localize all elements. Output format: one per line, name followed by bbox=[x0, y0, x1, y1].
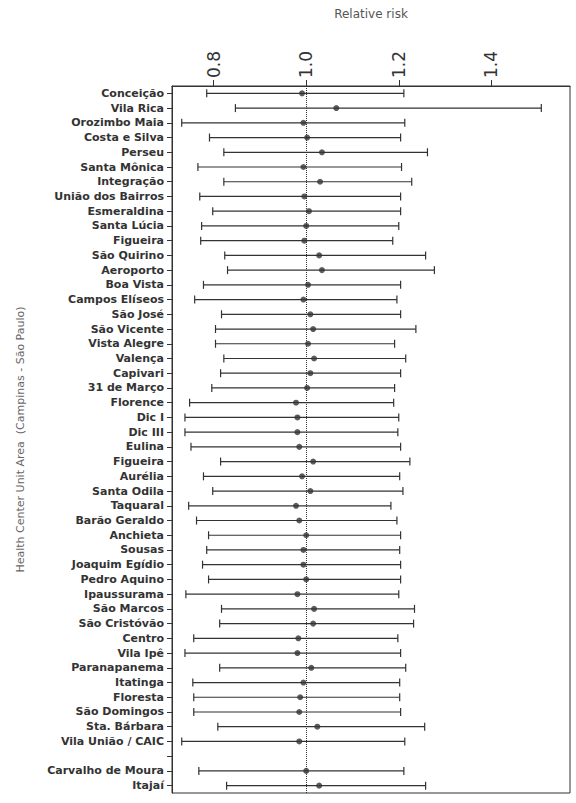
svg-text:Figueira: Figueira bbox=[113, 234, 164, 247]
svg-text:Eulina: Eulina bbox=[126, 440, 164, 453]
svg-text:Vila Rica: Vila Rica bbox=[111, 102, 164, 115]
svg-text:Vila Ipê: Vila Ipê bbox=[117, 647, 164, 660]
svg-text:Dic III: Dic III bbox=[128, 426, 164, 439]
svg-text:Itajaí: Itajaí bbox=[132, 779, 165, 792]
svg-text:Boa Vista: Boa Vista bbox=[105, 278, 164, 291]
svg-text:Taquaral: Taquaral bbox=[111, 499, 164, 512]
svg-text:Sousas: Sousas bbox=[120, 543, 164, 556]
svg-text:Ipaussurama: Ipaussurama bbox=[84, 588, 164, 601]
svg-text:Integração: Integração bbox=[97, 175, 164, 188]
svg-text:São Domingos: São Domingos bbox=[76, 705, 165, 718]
svg-text:São Quirino: São Quirino bbox=[92, 249, 165, 262]
svg-text:Barão Geraldo: Barão Geraldo bbox=[75, 514, 164, 527]
svg-text:Joaquim Egídio: Joaquim Egídio bbox=[71, 558, 165, 571]
svg-text:Santa Odila: Santa Odila bbox=[92, 485, 164, 498]
svg-text:31 de Março: 31 de Março bbox=[88, 381, 165, 394]
svg-text:Capivari: Capivari bbox=[113, 367, 164, 380]
svg-text:Santa Lúcia: Santa Lúcia bbox=[92, 219, 164, 232]
svg-text:São Marcos: São Marcos bbox=[93, 602, 165, 615]
svg-text:Vila União / CAIC: Vila União / CAIC bbox=[61, 735, 164, 748]
svg-text:Floresta: Floresta bbox=[113, 691, 164, 704]
svg-text:Orozimbo Maia: Orozimbo Maia bbox=[71, 116, 164, 129]
svg-text:1.4: 1.4 bbox=[481, 51, 501, 78]
svg-text:Aeroporto: Aeroporto bbox=[101, 264, 164, 277]
svg-text:Campos Elíseos: Campos Elíseos bbox=[68, 293, 164, 306]
svg-text:São Cristóvão: São Cristóvão bbox=[78, 617, 164, 630]
svg-text:São Vicente: São Vicente bbox=[91, 323, 164, 336]
svg-text:Vista Alegre: Vista Alegre bbox=[88, 337, 164, 350]
svg-text:0.8: 0.8 bbox=[204, 51, 224, 78]
svg-text:1.0: 1.0 bbox=[296, 51, 316, 78]
svg-text:Figueira: Figueira bbox=[113, 455, 164, 468]
svg-text:São José: São José bbox=[112, 308, 164, 321]
svg-text:Santa Mônica: Santa Mônica bbox=[80, 161, 164, 174]
svg-text:Sta. Bárbara: Sta. Bárbara bbox=[86, 720, 164, 733]
svg-text:1.2: 1.2 bbox=[389, 51, 409, 78]
svg-text:Perseu: Perseu bbox=[121, 146, 164, 159]
svg-text:Dic I: Dic I bbox=[137, 411, 164, 424]
svg-text:Conceição: Conceição bbox=[101, 87, 164, 100]
svg-text:Anchieta: Anchieta bbox=[109, 529, 164, 542]
svg-text:Paranapanema: Paranapanema bbox=[71, 661, 164, 674]
svg-text:Health Center Unit Area (Camp: Health Center Unit Area (Campinas - São … bbox=[14, 306, 27, 572]
svg-text:Costa e Silva: Costa e Silva bbox=[84, 131, 164, 144]
svg-text:Esmeraldina: Esmeraldina bbox=[87, 205, 164, 218]
svg-text:Carvalho de Moura: Carvalho de Moura bbox=[47, 764, 164, 777]
svg-text:Aurélia: Aurélia bbox=[120, 470, 164, 483]
svg-text:Relative risk: Relative risk bbox=[334, 7, 408, 21]
svg-text:Centro: Centro bbox=[122, 632, 164, 645]
svg-text:União dos Bairros: União dos Bairros bbox=[54, 190, 164, 203]
svg-text:Florence: Florence bbox=[110, 396, 164, 409]
svg-text:Pedro Aquino: Pedro Aquino bbox=[80, 573, 164, 586]
svg-text:Valença: Valença bbox=[116, 352, 164, 365]
svg-text:Itatinga: Itatinga bbox=[115, 676, 164, 689]
